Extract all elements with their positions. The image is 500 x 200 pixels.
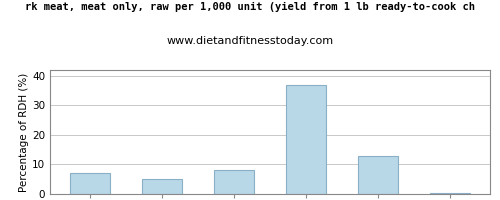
Text: rk meat, meat only, raw per 1,000 unit (yield from 1 lb ready-to-cook ch: rk meat, meat only, raw per 1,000 unit (… [25,2,475,12]
Bar [70,173,110,194]
Bar [286,85,326,194]
Bar [142,179,182,194]
Bar [358,156,398,194]
Y-axis label: Percentage of RDH (%): Percentage of RDH (%) [19,72,29,192]
Bar [214,170,254,194]
Bar [430,193,470,194]
Text: www.dietandfitnesstoday.com: www.dietandfitnesstoday.com [166,36,334,46]
